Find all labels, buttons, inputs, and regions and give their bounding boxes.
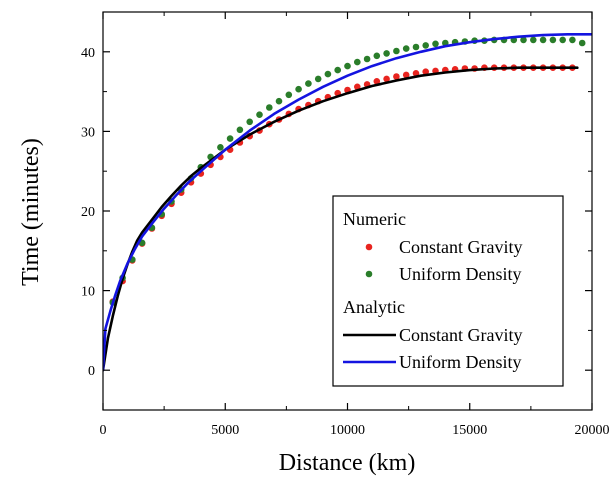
data-point [578,39,586,47]
legend-label-analytic-uniform-density: Uniform Density [399,352,521,372]
data-point [530,36,537,44]
data-point [305,80,312,87]
legend-label-numeric-uniform-density: Uniform Density [399,264,521,284]
axes: 0 5000 10000 15000 20000 0 10 20 30 40 [81,11,610,438]
data-point [236,126,244,134]
data-point [422,42,430,49]
legend-header: Numeric [343,209,406,229]
data-point [393,47,400,55]
data-point [383,75,390,83]
x-tick-label: 0 [100,423,107,438]
data-point [432,40,439,48]
x-tick-label: 5000 [211,423,239,438]
legend-label-analytic-constant-gravity: Constant Gravity [399,325,523,345]
data-point [393,73,400,80]
data-point [226,135,234,142]
data-point [295,85,302,93]
data-point [383,50,390,57]
x-tick-label: 15000 [452,423,487,438]
x-tick-label: 20000 [575,423,610,438]
legend: Numeric Constant Gravity Uniform Density An… [332,195,564,387]
y-tick-label: 20 [81,205,95,220]
data-point [520,36,527,44]
series-line-analytic-uniform-density [103,32,592,372]
y-axis-title: Time (minutes) [18,138,44,286]
series-layer [103,32,592,372]
data-point [285,91,293,99]
data-point [246,118,253,126]
data-point [569,36,576,44]
data-point [549,36,557,44]
data-point [354,58,361,66]
data-point [412,43,420,51]
data-point [539,36,547,44]
data-point [373,78,381,85]
legend-marker-numeric-constant-gravity [365,243,373,251]
data-point [402,45,410,52]
legend-label-numeric-constant-gravity: Constant Gravity [399,237,523,257]
y-tick-label: 30 [81,125,95,140]
data-point [373,52,381,60]
data-point [324,70,332,78]
legend-box [332,195,564,387]
data-point [344,62,351,70]
y-tick-label: 40 [81,46,95,61]
data-point [559,36,566,44]
data-point [275,97,283,105]
data-point [217,144,224,151]
legend-marker-numeric-uniform-density [365,270,373,278]
data-point [422,68,430,75]
data-point [402,71,410,79]
data-point [412,70,420,77]
data-point [314,75,322,83]
y-tick-label: 0 [88,364,95,379]
y-tick-label: 10 [81,285,95,300]
data-point [266,104,273,111]
data-point [354,83,361,91]
data-point [334,66,342,74]
legend-header: Analytic [343,297,405,317]
data-point [363,55,371,63]
data-point [256,111,263,118]
x-tick-label: 10000 [330,423,365,438]
x-axis-title: Distance (km) [279,450,416,476]
